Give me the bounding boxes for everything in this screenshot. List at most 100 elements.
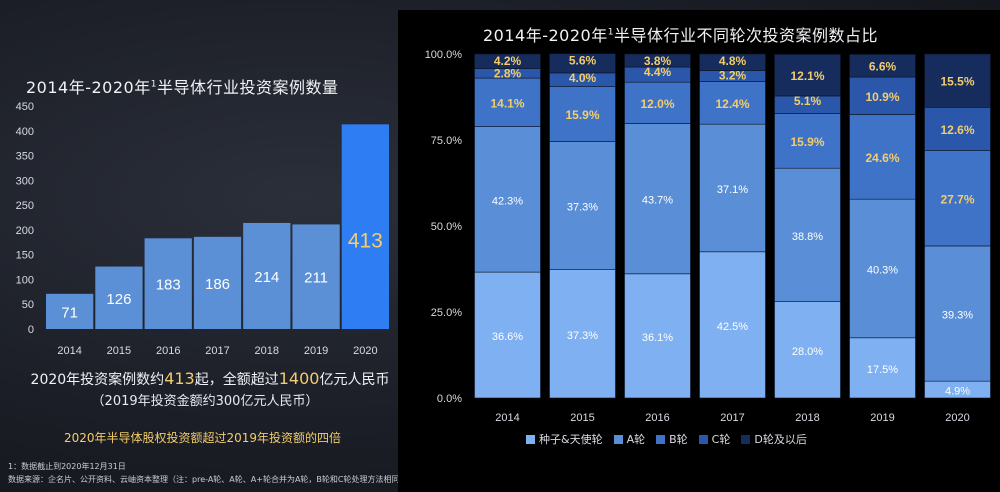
stack-segment — [849, 337, 916, 399]
segment-label: 12.1% — [790, 69, 824, 83]
x-tick-label: 2015 — [107, 345, 131, 357]
y-tick-label: 150 — [16, 250, 34, 262]
legend-label: C轮 — [711, 433, 731, 446]
legend-swatch — [526, 434, 535, 444]
segment-label: 4.4% — [644, 65, 672, 79]
bar — [95, 266, 143, 329]
stack-segment — [699, 251, 766, 399]
segment-label: 2.8% — [494, 66, 522, 80]
x-tick-label: 2017 — [720, 412, 744, 424]
legend-item: 种子&天使轮 — [526, 431, 603, 447]
right-chart-title: 2014年-2020年1半导体行业不同轮次投资案例数占比 — [483, 26, 878, 45]
stacked-bar-chart: 0.0% 25.0% 50.0% 75.0% 100.0% 36.6% 42.3% 14.1%… — [425, 49, 991, 424]
segment-label: 3.2% — [719, 69, 747, 83]
segment-label: 3.8% — [644, 54, 672, 68]
stack-segment — [474, 53, 541, 69]
bar — [341, 124, 389, 329]
legend-label: A轮 — [626, 433, 646, 446]
segment-label: 38.8% — [792, 231, 823, 243]
segment-label: 24.6% — [865, 151, 899, 165]
bar-value-label: 211 — [304, 270, 328, 287]
stack-segment — [549, 86, 616, 142]
segment-label: 4.2% — [494, 54, 522, 68]
bar — [193, 236, 242, 329]
stack-segment — [774, 54, 841, 97]
bar-value-label: 214 — [254, 269, 279, 286]
bar-value-label: 413 — [348, 229, 383, 252]
segment-label: 28.0% — [792, 346, 823, 358]
bar — [292, 224, 340, 329]
segment-label: 17.5% — [867, 364, 898, 376]
left-panel: 2014年-2020年1半导体行业投资案例数量 0 50 100 150 200 250 3… — [0, 0, 400, 492]
y-tick-label: 400 — [16, 126, 34, 138]
right-panel: 0.0% 25.0% 50.0% 75.0% 100.0% 36.6% 42.3% 14.1%… — [398, 10, 1000, 492]
legend-label: B轮 — [669, 433, 688, 446]
x-tick-label: 2015 — [570, 412, 594, 424]
segment-label: 37.1% — [717, 184, 748, 196]
legend-item: A轮 — [613, 431, 646, 447]
segment-label: 36.1% — [642, 332, 673, 344]
segment-label: 14.1% — [490, 96, 524, 110]
stack-segment — [699, 81, 766, 125]
left-chart-title: 2014年-2020年1半导体行业投资案例数量 — [26, 78, 339, 97]
x-tick-label: 2018 — [255, 345, 279, 357]
stack-segment — [624, 53, 691, 68]
segment-label: 37.3% — [567, 330, 598, 342]
legend-label: 种子&天使轮 — [539, 433, 603, 446]
bar-value-label: 183 — [156, 277, 181, 294]
x-tick-label: 2014 — [57, 345, 81, 357]
y-tick-label: 100.0% — [425, 49, 463, 61]
legend-item: B轮 — [656, 431, 688, 447]
y-tick-label: 450 — [16, 101, 34, 113]
footnotes: 1：数据截止到2020年12月31日 数据来源：企名片、公开资料、云岫资本整理（… — [8, 460, 408, 486]
y-tick-label: 100 — [16, 274, 34, 286]
segment-label: 6.6% — [869, 60, 897, 74]
y-tick-label: 350 — [16, 151, 34, 163]
y-tick-label: 25.0% — [431, 307, 462, 319]
summary-line: 2020年投资案例数约413起，全额超过1400亿元人民币 — [30, 369, 390, 388]
legend-item: C轮 — [698, 431, 731, 447]
legend-swatch — [741, 434, 751, 444]
bar-value-label: 126 — [106, 291, 131, 308]
legend-swatch — [698, 434, 708, 444]
legend-swatch — [613, 434, 623, 444]
bar-value-label: 71 — [61, 304, 78, 321]
stack-segment — [549, 141, 616, 270]
stack-segment — [924, 53, 991, 108]
stack-segment — [624, 123, 691, 275]
segment-label: 4.8% — [719, 54, 747, 68]
x-tick-label: 2020 — [353, 345, 377, 357]
stack-segment — [924, 107, 991, 151]
bar — [243, 222, 291, 329]
stack-segment — [849, 54, 916, 78]
highlight-note: 2020年半导体股权投资额超过2019年投资额的四倍 — [63, 431, 342, 445]
legend-swatch — [656, 434, 666, 444]
x-tick-label: 2017 — [205, 345, 229, 357]
summary-subline: （2019年投资金额约300亿元人民币） — [91, 394, 319, 409]
y-tick-label: 0.0% — [437, 393, 462, 405]
y-tick-label: 300 — [16, 175, 34, 187]
x-tick-label: 2016 — [156, 345, 180, 357]
stack-segment — [774, 301, 841, 399]
stack-segment — [624, 273, 691, 399]
x-tick-label: 2019 — [870, 412, 894, 424]
stack-segment — [849, 198, 916, 339]
segment-label: 15.9% — [790, 135, 824, 149]
segment-label: 40.3% — [867, 264, 898, 276]
segment-label: 15.5% — [940, 75, 974, 89]
x-tick-label: 2018 — [795, 412, 819, 424]
stack-segment — [924, 245, 991, 382]
stack-segment — [699, 123, 766, 253]
stack-segment — [849, 76, 916, 115]
y-tick-label: 50 — [22, 299, 34, 311]
stack-segment — [549, 53, 616, 74]
x-tick-label: 2016 — [645, 412, 669, 424]
y-tick-label: 50.0% — [431, 221, 462, 233]
segment-label: 4.0% — [569, 71, 597, 85]
segment-label: 37.3% — [567, 202, 598, 214]
x-tick-label: 2020 — [945, 412, 969, 424]
segment-label: 10.9% — [865, 90, 899, 104]
bar — [46, 293, 94, 329]
stack-segment — [924, 150, 991, 247]
segment-label: 39.3% — [942, 310, 973, 322]
